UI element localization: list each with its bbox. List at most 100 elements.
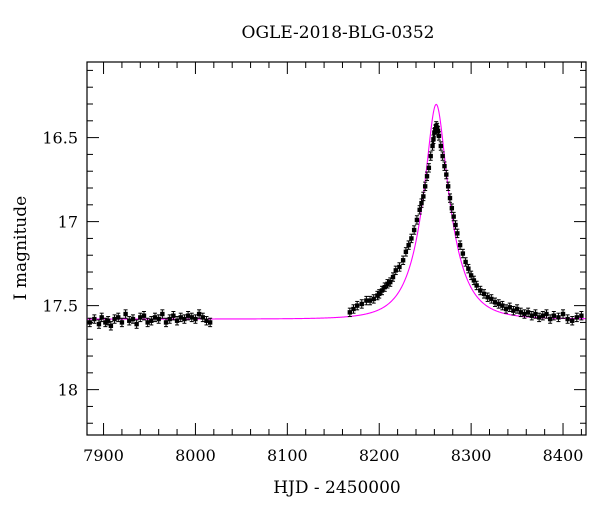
data-point [119,317,125,328]
point-marker [364,298,369,303]
data-point [422,181,428,192]
point-marker [565,316,570,322]
data-point [438,141,444,151]
data-point [112,314,117,324]
data-point [385,279,390,289]
point-marker [422,184,428,189]
point-marker [436,133,442,139]
data-point [92,314,97,324]
point-marker [533,311,538,317]
point-marker [196,311,202,317]
point-marker [359,301,364,307]
data-point [116,312,121,323]
axis-ticks [87,62,586,435]
point-marker [451,214,456,219]
point-marker [377,291,382,297]
point-marker [455,231,460,236]
data-point [204,316,209,326]
data-point [474,280,479,291]
point-marker [112,316,117,322]
point-marker [123,311,128,317]
data-point [406,240,411,250]
data-point [400,255,406,265]
data-point [103,317,108,328]
point-marker [463,259,468,265]
data-point [455,228,460,239]
data-point [500,300,505,311]
data-point [364,295,369,306]
data-point [99,312,104,323]
data-point [540,311,546,321]
data-point [393,265,398,276]
data-point [444,169,449,180]
point-marker [417,207,422,213]
data-point [522,309,527,319]
point-marker [96,321,102,327]
point-marker [167,316,172,322]
point-marker [522,311,527,317]
point-marker [457,242,463,248]
data-point [145,317,150,328]
data-point [127,316,132,326]
point-marker [414,217,420,223]
point-marker [119,320,125,325]
data-point [414,215,420,225]
point-marker [471,278,477,283]
point-marker [560,311,566,317]
data-point [156,314,161,324]
data-point [460,248,466,259]
data-point [354,300,360,311]
point-marker [354,303,360,308]
data-point [533,309,538,319]
data-point [551,311,557,321]
data-point [556,312,561,323]
point-marker [189,315,194,320]
point-marker [518,310,523,315]
point-marker [445,184,451,189]
y-tick-label: 16.5 [42,129,78,148]
data-point [200,312,205,323]
data-point [560,309,566,319]
point-marker [507,305,512,310]
point-marker [435,128,441,134]
point-marker [171,313,176,318]
data-point [174,316,180,326]
data-point [171,311,176,321]
point-marker [163,320,169,325]
data-point [529,311,534,321]
data-point [167,314,172,324]
point-marker [421,194,426,199]
data-point [457,240,463,250]
point-marker [426,165,432,171]
data-point [511,305,516,316]
point-marker [174,318,180,323]
data-point [492,297,498,307]
point-marker [574,315,580,320]
data-point [447,193,453,203]
chart-title: OGLE-2018-BLG-0352 [242,23,435,43]
point-marker [371,296,376,302]
data-point [503,304,509,314]
point-marker [200,315,205,320]
point-marker [547,316,553,322]
point-marker [481,291,487,297]
y-tick-label: 17.5 [42,297,78,316]
point-marker [536,315,542,320]
x-axis-label: HJD - 2450000 [273,478,401,498]
point-marker [116,315,121,320]
data-point [152,312,158,323]
point-marker [453,222,458,228]
point-marker [489,296,494,302]
data-point [130,314,136,324]
point-marker [138,315,143,320]
point-marker [428,153,433,159]
data-point [579,311,584,321]
data-point [347,307,353,318]
point-marker [419,200,424,206]
data-point [570,316,575,326]
point-marker [478,288,483,293]
data-point [436,131,442,141]
data-point [426,163,432,173]
point-marker [430,143,435,149]
data-point [359,299,364,309]
